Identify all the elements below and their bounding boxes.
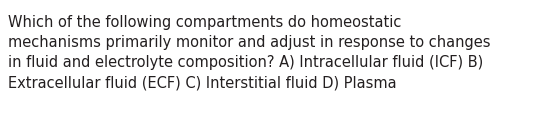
Text: Which of the following compartments do homeostatic
mechanisms primarily monitor : Which of the following compartments do h… bbox=[8, 15, 490, 90]
